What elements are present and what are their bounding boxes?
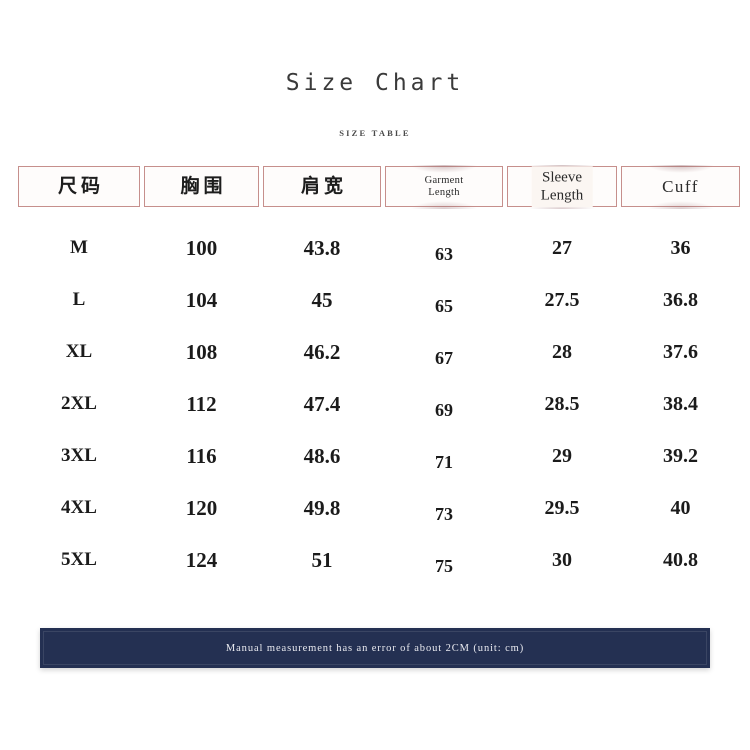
garment-length-line-2: Length (428, 186, 460, 198)
cell-chest: 104 (185, 287, 218, 312)
page-title: Size Chart (285, 70, 465, 96)
cell-shoulder: 45 (311, 287, 333, 312)
garment-length-line-1: Garment (424, 174, 464, 186)
cell-cuff: 38.4 (663, 392, 698, 415)
column-header-shoulder: 肩宽 (263, 166, 381, 207)
cell-cuff: 40 (670, 496, 691, 519)
column-header-size: 尺码 (18, 166, 140, 207)
cell-size: 2XL (61, 393, 97, 414)
cell-garment-length: 71 (435, 451, 453, 472)
cell-garment-length: 65 (435, 295, 453, 316)
cell-shoulder: 43.8 (303, 235, 341, 260)
table-header-row: 尺码 胸围 肩宽 Garment Length Sleeve Length Cu… (18, 165, 740, 209)
size-table-body: M 100 43.8 63 27 36 L 104 45 65 27.5 36.8 XL 108 46.2 6… (18, 222, 730, 586)
cell-size: L (72, 289, 86, 310)
cell-garment-length: 67 (435, 347, 453, 368)
table-row: M 100 43.8 63 27 36 (18, 222, 730, 274)
cell-garment-length: 73 (435, 503, 453, 524)
column-header-sleeve-length: Sleeve Length (507, 165, 617, 209)
cell-size: 3XL (61, 445, 97, 466)
cell-sleeve-length: 29.5 (544, 496, 580, 519)
measurement-note-banner: Manual measurement has an error of about… (40, 628, 710, 668)
table-row: 3XL 116 48.6 71 29 39.2 (18, 430, 730, 482)
cell-size: 5XL (61, 549, 97, 570)
cell-sleeve-length: 27.5 (544, 288, 580, 311)
cell-sleeve-length: 27 (552, 236, 572, 259)
sleeve-length-line-1: Sleeve (542, 168, 582, 185)
sleeve-length-line-2: Length (540, 187, 584, 204)
column-header-garment-length: Garment Length (385, 165, 503, 209)
cell-chest: 116 (186, 443, 217, 468)
cell-cuff: 39.2 (663, 444, 698, 467)
cell-chest: 108 (185, 339, 218, 364)
cell-size: M (70, 237, 88, 258)
cell-shoulder: 49.8 (303, 495, 341, 520)
cell-sleeve-length: 30 (552, 548, 572, 571)
cell-garment-length: 69 (435, 399, 453, 420)
table-row: 5XL 124 51 75 30 40.8 (18, 534, 730, 586)
cell-shoulder: 51 (311, 547, 333, 572)
cell-cuff: 36 (670, 236, 691, 259)
cell-cuff: 40.8 (663, 548, 698, 571)
cell-chest: 112 (186, 391, 217, 416)
column-header-size-label: 尺码 (57, 175, 104, 197)
cell-sleeve-length: 29 (552, 444, 572, 467)
column-header-chest: 胸围 (144, 166, 259, 207)
table-row: 4XL 120 49.8 73 29.5 40 (18, 482, 730, 534)
table-row: L 104 45 65 27.5 36.8 (18, 274, 730, 326)
cell-garment-length: 75 (435, 555, 453, 576)
cell-garment-length: 63 (435, 243, 453, 264)
page-subtitle: SIZE TABLE (339, 128, 411, 138)
cell-chest: 120 (185, 495, 218, 520)
cell-chest: 100 (185, 235, 218, 260)
measurement-note-text: Manual measurement has an error of about… (225, 642, 525, 654)
cell-shoulder: 47.4 (303, 391, 341, 416)
cell-shoulder: 46.2 (303, 339, 341, 364)
column-header-chest-label: 胸围 (180, 175, 227, 197)
column-header-cuff-label: Cuff (662, 176, 699, 196)
column-header-garment-length-label: Garment Length (425, 175, 464, 199)
column-header-sleeve-length-label: Sleeve Length (531, 165, 593, 208)
cell-shoulder: 48.6 (303, 443, 341, 468)
cell-cuff: 36.8 (663, 288, 698, 311)
cell-size: XL (65, 341, 93, 362)
table-row: XL 108 46.2 67 28 37.6 (18, 326, 730, 378)
column-header-cuff: Cuff (621, 165, 740, 209)
cell-size: 4XL (61, 497, 97, 518)
cell-sleeve-length: 28 (552, 340, 572, 363)
cell-cuff: 37.6 (663, 340, 698, 363)
column-header-shoulder-label: 肩宽 (300, 175, 347, 197)
table-row: 2XL 112 47.4 69 28.5 38.4 (18, 378, 730, 430)
cell-chest: 124 (185, 547, 218, 572)
cell-sleeve-length: 28.5 (544, 392, 580, 415)
